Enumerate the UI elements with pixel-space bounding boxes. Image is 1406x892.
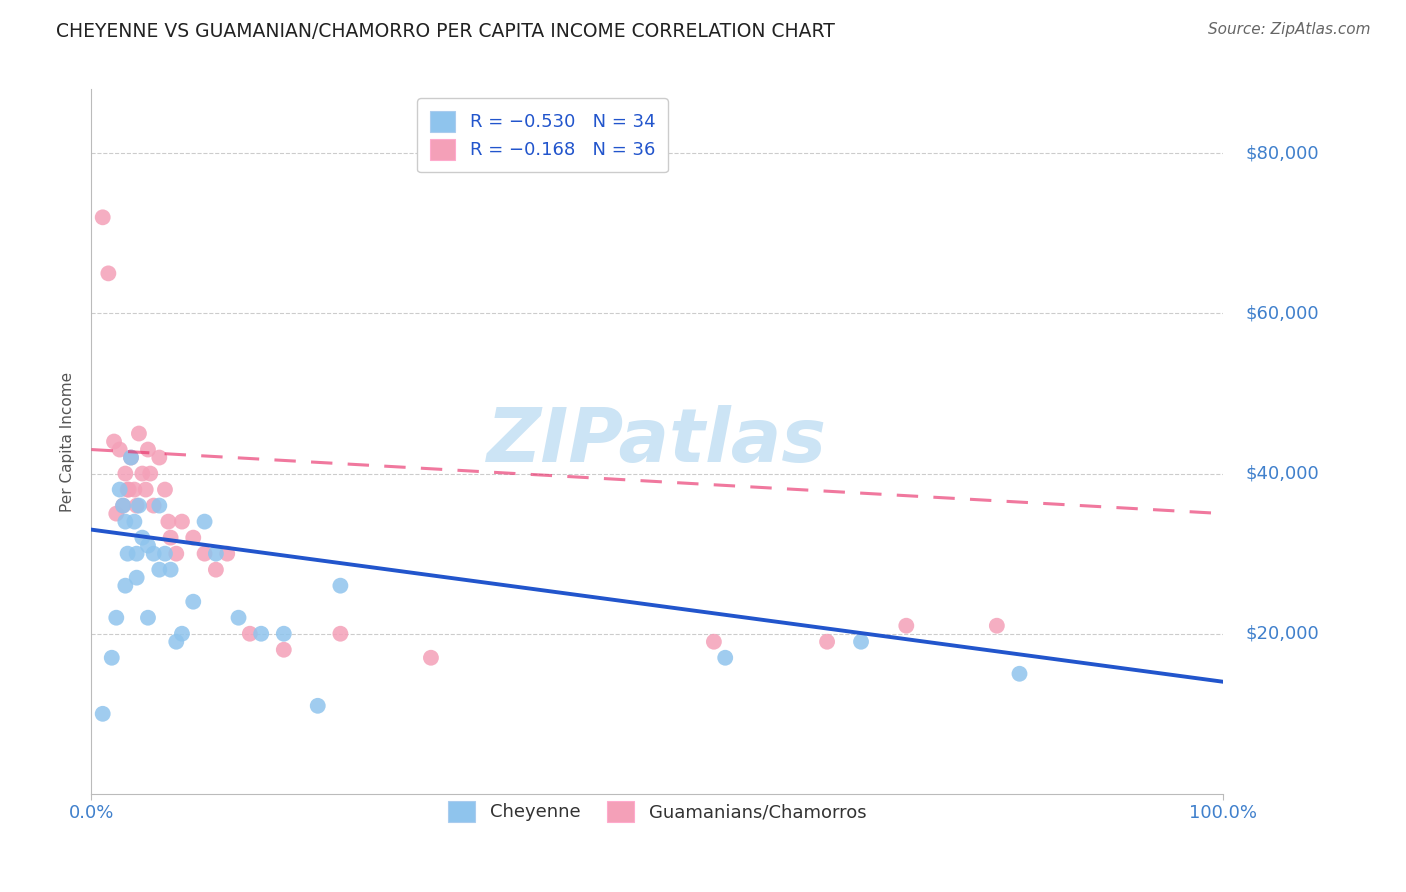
Point [205, 547, 228, 561]
Point [181, 531, 204, 545]
Legend: Cheyenne, Guamanians/Chamorros: Cheyenne, Guamanians/Chamorros [436, 788, 879, 834]
Point [148, 450, 170, 465]
Point [250, 626, 273, 640]
Point [128, 426, 150, 441]
Point [97, 266, 120, 280]
Point [181, 595, 204, 609]
Point [849, 634, 872, 648]
Point [103, 434, 125, 449]
Point [703, 634, 725, 648]
Point [105, 611, 128, 625]
Point [125, 499, 148, 513]
Point [153, 483, 176, 497]
Text: ZIPatlas: ZIPatlas [488, 405, 827, 478]
Point [108, 442, 131, 457]
Point [114, 579, 136, 593]
Point [136, 442, 159, 457]
Point [120, 450, 142, 465]
Text: $40,000: $40,000 [1246, 465, 1320, 483]
Point [153, 547, 176, 561]
Text: $20,000: $20,000 [1246, 624, 1320, 643]
Point [896, 618, 918, 632]
Point [170, 626, 193, 640]
Point [170, 515, 193, 529]
Text: $80,000: $80,000 [1246, 145, 1319, 162]
Point [125, 547, 148, 561]
Point [815, 634, 838, 648]
Point [239, 626, 262, 640]
Point [193, 515, 217, 529]
Point [120, 450, 142, 465]
Point [91, 211, 114, 225]
Point [124, 515, 146, 529]
Point [205, 563, 228, 577]
Point [1008, 666, 1031, 681]
Point [131, 467, 153, 481]
Point [100, 650, 122, 665]
Point [329, 579, 352, 593]
Point [228, 611, 250, 625]
Point [148, 563, 170, 577]
Point [217, 547, 239, 561]
Point [714, 650, 737, 665]
Point [114, 467, 136, 481]
Point [112, 499, 135, 513]
Point [131, 531, 153, 545]
Point [273, 642, 295, 657]
Point [118, 483, 141, 497]
Point [125, 571, 148, 585]
Point [159, 563, 181, 577]
Point [112, 499, 135, 513]
Point [135, 483, 157, 497]
Point [329, 626, 352, 640]
Point [117, 483, 139, 497]
Point [142, 547, 165, 561]
Point [136, 611, 159, 625]
Point [165, 634, 187, 648]
Point [273, 626, 295, 640]
Point [117, 547, 139, 561]
Point [986, 618, 1008, 632]
Point [136, 539, 159, 553]
Point [142, 499, 165, 513]
Point [157, 515, 180, 529]
Text: Source: ZipAtlas.com: Source: ZipAtlas.com [1208, 22, 1371, 37]
Point [165, 547, 187, 561]
Point [159, 531, 181, 545]
Point [307, 698, 329, 713]
Point [193, 547, 217, 561]
Point [108, 483, 131, 497]
Y-axis label: Per Capita Income: Per Capita Income [60, 371, 76, 512]
Point [124, 483, 146, 497]
Point [148, 499, 170, 513]
Point [139, 467, 162, 481]
Text: $60,000: $60,000 [1246, 304, 1319, 322]
Point [128, 499, 150, 513]
Point [114, 515, 136, 529]
Text: CHEYENNE VS GUAMANIAN/CHAMORRO PER CAPITA INCOME CORRELATION CHART: CHEYENNE VS GUAMANIAN/CHAMORRO PER CAPIT… [56, 22, 835, 41]
Point [91, 706, 114, 721]
Point [419, 650, 441, 665]
Point [105, 507, 128, 521]
